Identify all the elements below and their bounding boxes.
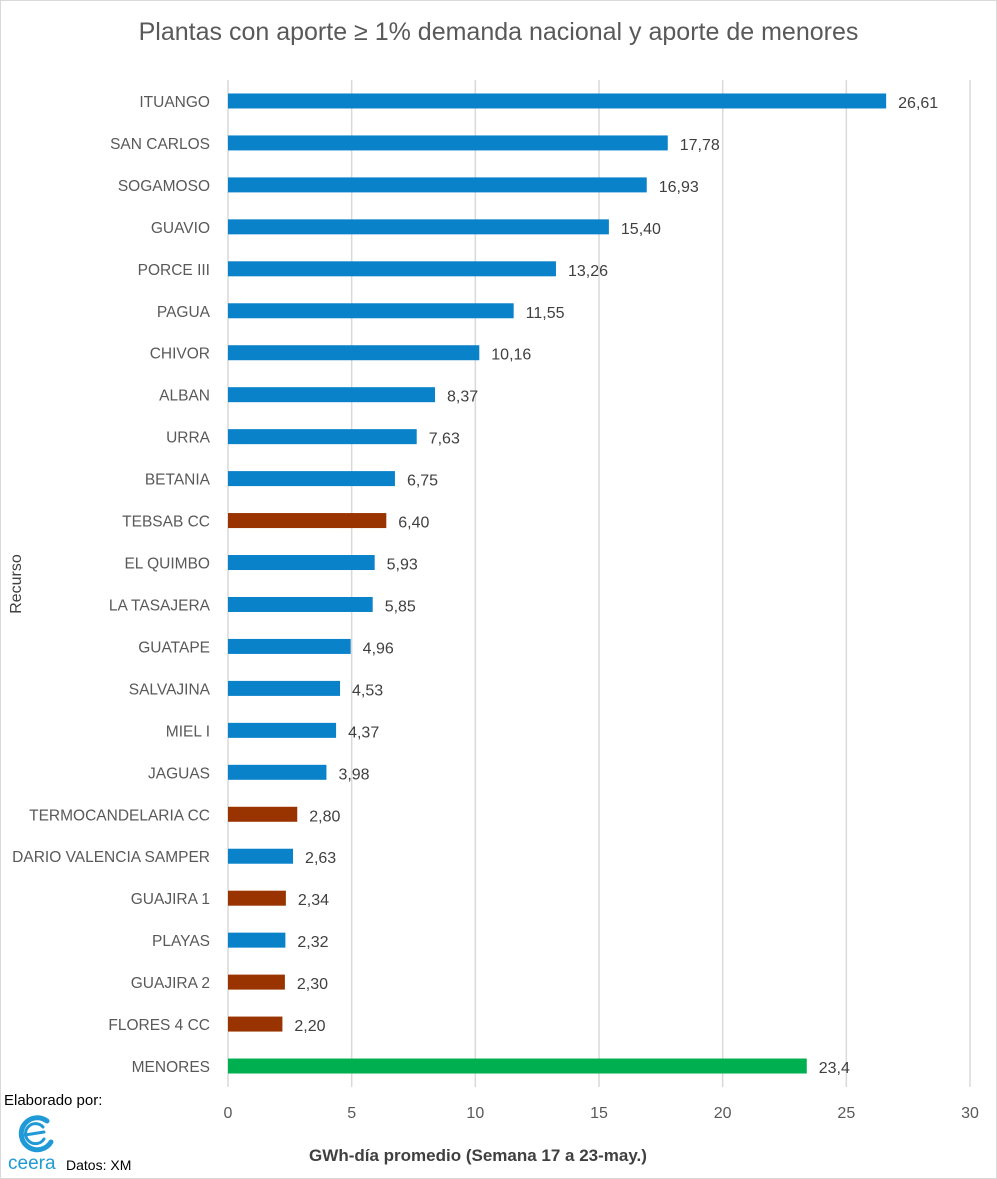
x-axis-label: GWh-día promedio (Semana 17 a 23-may.) — [309, 1146, 647, 1165]
data-label: 26,61 — [898, 95, 938, 112]
data-label: 2,32 — [297, 934, 328, 951]
category-label: PAGUA — [157, 304, 211, 321]
data-label: 2,34 — [298, 892, 329, 909]
x-tick-label: 15 — [590, 1105, 608, 1122]
bar — [228, 680, 341, 696]
bar — [228, 261, 556, 277]
credit-text: Elaborado por: — [4, 1092, 103, 1109]
bar — [228, 177, 647, 193]
data-label: 2,63 — [305, 850, 336, 867]
category-label: MIEL I — [166, 723, 210, 740]
data-label: 5,93 — [387, 557, 418, 574]
data-label: 13,26 — [568, 263, 608, 280]
x-tick-label: 5 — [347, 1105, 356, 1122]
data-label: 6,40 — [398, 515, 429, 532]
chart-title: Plantas con aporte ≥ 1% demanda nacional… — [138, 18, 859, 46]
bar — [228, 848, 294, 864]
bar — [228, 135, 668, 151]
category-label: ITUANGO — [139, 94, 210, 111]
category-label: DARIO VALENCIA SAMPER — [12, 849, 210, 866]
category-label: LA TASAJERA — [109, 597, 211, 614]
bar — [228, 596, 373, 612]
data-label: 15,40 — [621, 221, 661, 238]
bar — [228, 1016, 283, 1032]
bar — [228, 638, 351, 654]
data-label: 6,75 — [407, 473, 438, 490]
category-label: MENORES — [132, 1059, 210, 1076]
category-label: ALBAN — [159, 388, 210, 405]
data-label: 23,4 — [819, 1060, 850, 1077]
ceera-logo: ceera — [8, 1115, 56, 1174]
category-label: SOGAMOSO — [118, 178, 210, 195]
data-label: 4,96 — [363, 640, 394, 657]
x-tick-label: 0 — [224, 1105, 233, 1122]
data-label: 16,93 — [659, 179, 699, 196]
category-label: TEBSAB CC — [122, 514, 210, 531]
category-label: GUAJIRA 1 — [131, 891, 210, 908]
data-label: 2,20 — [294, 1018, 325, 1035]
bar — [228, 722, 337, 738]
data-label: 2,30 — [297, 976, 328, 993]
data-label: 11,55 — [526, 305, 565, 322]
bar — [228, 303, 514, 319]
category-label: JAGUAS — [148, 765, 210, 782]
data-label: 5,85 — [385, 598, 416, 615]
x-tick-label: 25 — [837, 1105, 855, 1122]
data-label: 3,98 — [338, 766, 369, 783]
bar — [228, 890, 286, 906]
category-label: TERMOCANDELARIA CC — [29, 807, 210, 824]
bar — [228, 932, 286, 948]
bar — [228, 806, 298, 822]
category-label: PLAYAS — [152, 933, 210, 950]
data-label: 2,80 — [309, 808, 340, 825]
bar — [228, 1058, 807, 1074]
bar — [228, 555, 375, 571]
x-tick-label: 30 — [961, 1105, 979, 1122]
category-label: PORCE III — [138, 262, 210, 279]
category-label: SALVAJINA — [129, 681, 211, 698]
category-label: GUAVIO — [151, 220, 210, 237]
category-label: SAN CARLOS — [110, 136, 210, 153]
x-tick-label: 10 — [466, 1105, 484, 1122]
bar — [228, 219, 609, 235]
logo-text: ceera — [8, 1153, 56, 1174]
category-label: EL QUIMBO — [124, 556, 210, 573]
data-source: Datos: XM — [66, 1157, 132, 1173]
category-label: CHIVOR — [150, 346, 210, 363]
bar — [228, 429, 417, 445]
data-label: 4,37 — [348, 724, 379, 741]
data-label: 17,78 — [680, 137, 720, 154]
data-label: 8,37 — [447, 389, 478, 406]
bar — [228, 471, 395, 487]
category-label: URRA — [166, 430, 211, 447]
bar — [228, 93, 887, 109]
bar — [228, 513, 387, 529]
bar — [228, 974, 285, 990]
category-label: BETANIA — [145, 472, 211, 489]
x-tick-label: 20 — [714, 1105, 732, 1122]
data-label: 4,53 — [352, 682, 383, 699]
bar — [228, 764, 327, 780]
data-label: 7,63 — [429, 431, 460, 448]
bar — [228, 345, 480, 361]
category-label: FLORES 4 CC — [108, 1017, 210, 1034]
category-label: GUAJIRA 2 — [131, 975, 210, 992]
category-label: GUATAPE — [138, 639, 210, 656]
data-label: 10,16 — [491, 347, 531, 364]
bar — [228, 387, 436, 403]
